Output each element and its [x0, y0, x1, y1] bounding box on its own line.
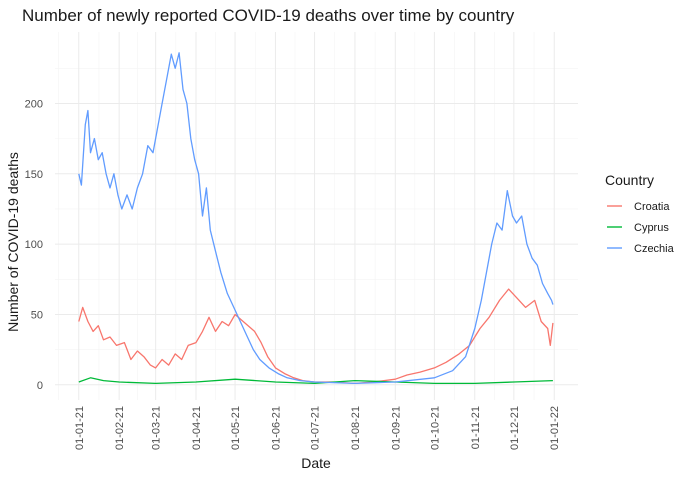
legend-title: Country: [605, 172, 654, 188]
x-axis-ticks: 01-01-21 01-02-21 01-03-21 01-04-21 01-05-21…: [74, 406, 561, 450]
legend-label-czechia: Czechia: [634, 243, 675, 255]
x-tick-label: 01-06-21: [270, 406, 282, 450]
legend-label-cyprus: Cyprus: [634, 222, 669, 234]
y-axis-title: Number of COVID-19 deaths: [5, 152, 21, 332]
series-line-cyprus: [78, 377, 553, 385]
y-tick-label: 0: [37, 380, 43, 392]
y-tick-label: 200: [25, 98, 43, 110]
chart-title: Number of newly reported COVID-19 deaths…: [22, 6, 515, 25]
x-tick-label: 01-03-21: [151, 406, 163, 450]
legend-label-croatia: Croatia: [634, 201, 670, 213]
series-line-croatia: [78, 288, 554, 385]
x-tick-label: 01-10-21: [429, 406, 441, 450]
grid-major: [55, 32, 578, 400]
y-tick-label: 100: [25, 239, 43, 251]
y-axis-ticks: 0 50 100 150 200: [25, 98, 43, 391]
y-tick-label: 150: [25, 169, 43, 181]
x-tick-label: 01-01-22: [549, 406, 561, 450]
x-axis-title: Date: [301, 455, 331, 471]
legend: Country Croatia Cyprus Czechia: [605, 172, 675, 255]
x-tick-label: 01-05-21: [230, 406, 242, 450]
x-tick-label: 01-01-21: [74, 406, 86, 450]
x-tick-label: 01-02-21: [114, 406, 126, 450]
x-tick-label: 01-04-21: [191, 406, 203, 450]
x-tick-label: 01-11-21: [470, 406, 482, 449]
y-tick-label: 50: [31, 309, 43, 321]
x-tick-label: 01-08-21: [350, 406, 362, 450]
grid-minor: [55, 32, 578, 400]
series-lines: [78, 52, 554, 385]
x-tick-label: 01-07-21: [310, 406, 322, 450]
x-tick-label: 01-09-21: [390, 406, 402, 450]
series-line-czechia: [78, 52, 554, 385]
x-tick-label: 01-12-21: [509, 406, 521, 450]
